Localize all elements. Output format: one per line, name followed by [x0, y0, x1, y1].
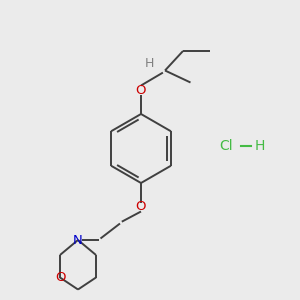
Text: N: N	[73, 233, 83, 247]
Text: Cl: Cl	[220, 139, 233, 152]
Text: O: O	[136, 200, 146, 214]
Text: O: O	[136, 83, 146, 97]
Text: H: H	[145, 57, 154, 70]
Text: O: O	[55, 271, 65, 284]
Text: H: H	[254, 139, 265, 152]
